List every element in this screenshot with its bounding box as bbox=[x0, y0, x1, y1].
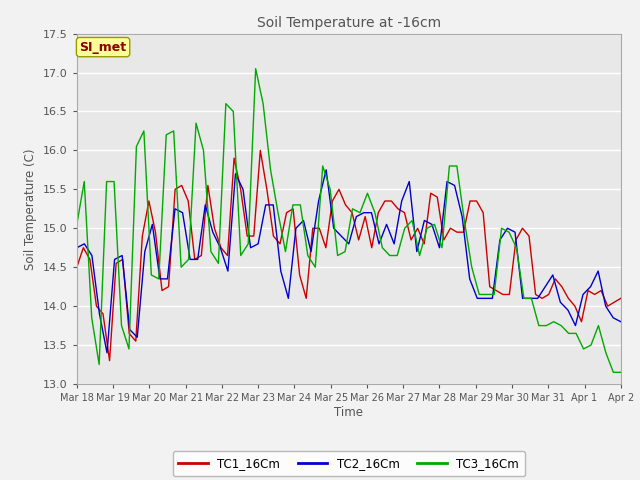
Y-axis label: Soil Temperature (C): Soil Temperature (C) bbox=[24, 148, 38, 270]
Title: Soil Temperature at -16cm: Soil Temperature at -16cm bbox=[257, 16, 441, 30]
Legend: TC1_16Cm, TC2_16Cm, TC3_16Cm: TC1_16Cm, TC2_16Cm, TC3_16Cm bbox=[173, 451, 525, 476]
Text: SI_met: SI_met bbox=[79, 41, 127, 54]
X-axis label: Time: Time bbox=[334, 406, 364, 419]
